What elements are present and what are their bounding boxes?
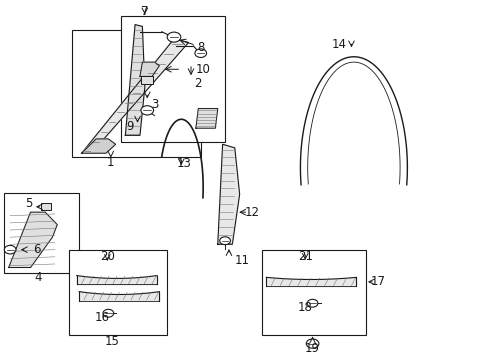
Text: 1: 1 <box>107 156 114 169</box>
Bar <box>72 30 201 157</box>
Text: 6: 6 <box>33 243 41 256</box>
Circle shape <box>103 309 114 317</box>
Bar <box>4 193 79 273</box>
Text: 13: 13 <box>176 157 191 170</box>
Text: 14: 14 <box>331 38 346 51</box>
Polygon shape <box>9 212 57 267</box>
Polygon shape <box>140 62 159 76</box>
Text: 11: 11 <box>234 254 249 267</box>
Bar <box>41 203 51 210</box>
Polygon shape <box>81 139 116 153</box>
Text: 10: 10 <box>195 63 210 76</box>
Text: 2: 2 <box>194 77 202 90</box>
Circle shape <box>167 32 181 42</box>
Text: 4: 4 <box>34 271 41 284</box>
Text: 18: 18 <box>297 301 312 314</box>
Text: 3: 3 <box>151 99 158 112</box>
Text: 8: 8 <box>197 41 204 54</box>
Circle shape <box>219 237 230 245</box>
Circle shape <box>306 299 317 307</box>
Bar <box>120 16 224 143</box>
Text: 5: 5 <box>25 197 33 210</box>
Polygon shape <box>81 39 188 153</box>
Circle shape <box>4 246 16 254</box>
Circle shape <box>305 339 318 348</box>
Text: 15: 15 <box>104 335 120 348</box>
Text: 12: 12 <box>244 206 259 219</box>
Text: 21: 21 <box>297 250 312 263</box>
Polygon shape <box>125 24 144 135</box>
Polygon shape <box>217 144 239 244</box>
Circle shape <box>141 106 153 115</box>
Text: 19: 19 <box>305 342 320 355</box>
Bar <box>69 249 166 336</box>
Bar <box>261 249 366 336</box>
Text: 9: 9 <box>126 120 134 133</box>
Text: 20: 20 <box>100 250 115 263</box>
Text: 17: 17 <box>370 275 385 288</box>
Text: 16: 16 <box>95 311 110 324</box>
Text: 7: 7 <box>141 5 148 18</box>
Bar <box>141 76 153 85</box>
Polygon shape <box>196 109 217 128</box>
Circle shape <box>195 49 206 58</box>
